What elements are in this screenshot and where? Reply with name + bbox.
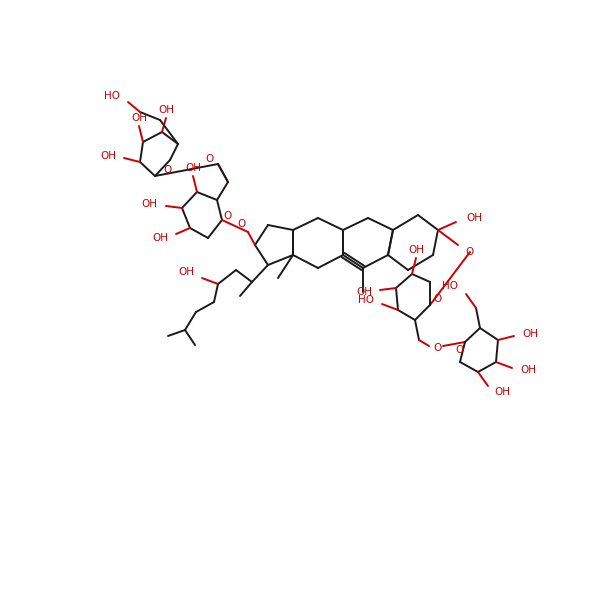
Text: O: O [224, 211, 232, 221]
Text: O: O [206, 154, 214, 164]
Text: OH: OH [520, 365, 536, 375]
Text: O: O [164, 165, 172, 175]
Text: O: O [434, 294, 442, 304]
Text: O: O [433, 343, 441, 353]
Text: OH: OH [522, 329, 538, 339]
Text: OH: OH [131, 113, 147, 123]
Text: OH: OH [141, 199, 157, 209]
Text: OH: OH [185, 163, 201, 173]
Text: O: O [455, 345, 463, 355]
Text: OH: OH [356, 287, 372, 297]
Text: HO: HO [104, 91, 120, 101]
Text: OH: OH [494, 387, 510, 397]
Text: HO: HO [358, 295, 374, 305]
Text: O: O [238, 219, 246, 229]
Text: OH: OH [408, 245, 424, 255]
Text: OH: OH [158, 105, 174, 115]
Text: HO: HO [442, 281, 458, 291]
Text: O: O [466, 247, 474, 257]
Text: OH: OH [466, 213, 482, 223]
Text: OH: OH [178, 267, 194, 277]
Text: OH: OH [152, 233, 168, 243]
Text: OH: OH [100, 151, 116, 161]
